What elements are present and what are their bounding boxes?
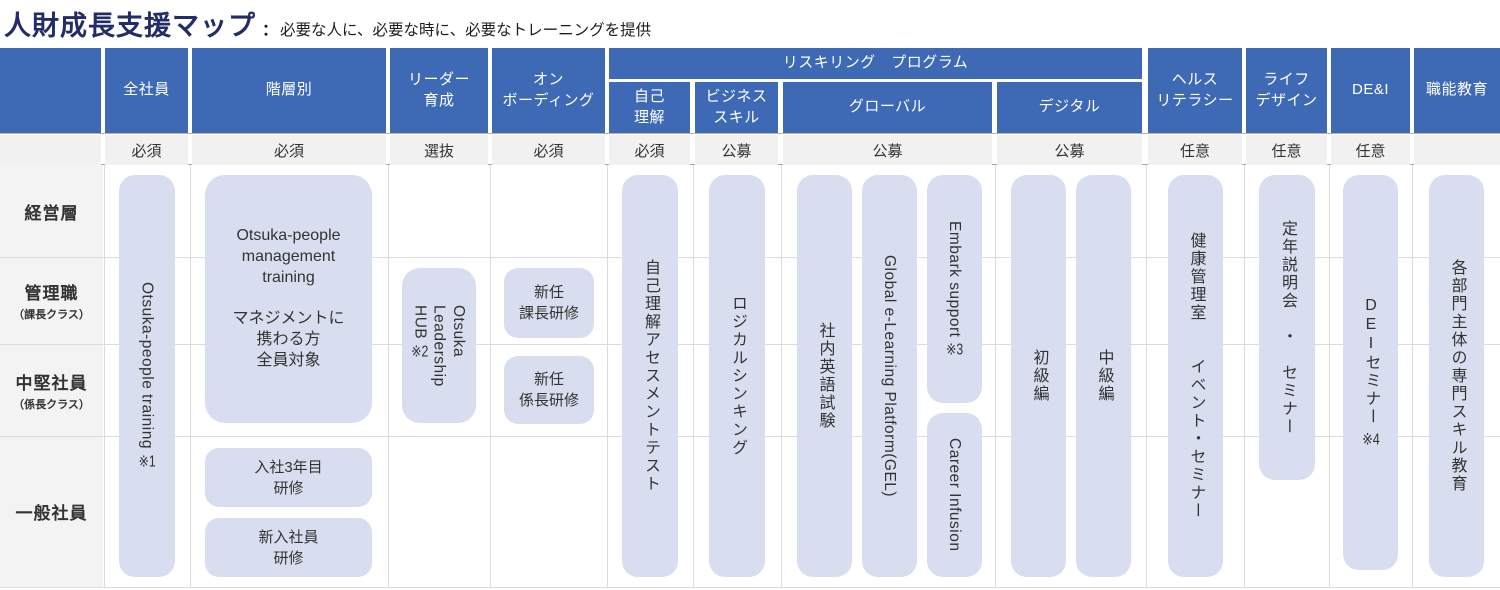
grid-line-horizontal [0, 587, 1500, 588]
box-otsuka-leadership-hub: Otsuka Leadership HUB ※2 [402, 268, 476, 423]
box-internal-english-test: 社内英語試験 [797, 175, 852, 577]
header-onboarding: オン ボーディング [492, 48, 605, 133]
grid-line-vertical [1412, 165, 1413, 587]
type-health-literacy: 任意 [1148, 135, 1242, 165]
type-dei: 任意 [1331, 135, 1410, 165]
header-reskilling-program: リスキリング プログラム [609, 48, 1142, 79]
page-title-separator: ： [262, 22, 279, 39]
box-self-understanding-assessment: 自己理解アセスメントテスト [622, 175, 678, 577]
row-label-general: 一般社員 [15, 504, 88, 523]
type-by-level: 必須 [192, 135, 386, 165]
box-logical-thinking: ロジカルシンキング [709, 175, 765, 577]
box-third-year-training: 入社3年目 研修 [205, 448, 372, 507]
type-blank [0, 135, 101, 165]
box-new-employee-training: 新入社員 研修 [205, 518, 372, 577]
grid-line-vertical [781, 165, 782, 587]
type-life-design: 任意 [1246, 135, 1327, 165]
type-self-understanding: 必須 [609, 135, 690, 165]
type-global: 公募 [783, 135, 992, 165]
row-label-managers: 管理職 （課長クラス） [13, 284, 90, 321]
page-title-main: 人財成長支援マップ [4, 11, 256, 41]
type-functional-education [1414, 135, 1500, 165]
grid-line-vertical [490, 165, 491, 587]
header-leader-development: リーダー 育成 [390, 48, 488, 133]
row-label-executives: 経営層 [24, 203, 79, 223]
header-self-understanding: 自己 理解 [609, 82, 690, 133]
header-health-literacy: ヘルス リテラシー [1148, 48, 1242, 133]
page-title: 人財成長支援マップ ： 必要な人に、必要な時に、必要なトレーニングを提供 [4, 4, 651, 43]
box-department-skill-education: 各部門主体の専門スキル教育 [1429, 175, 1484, 577]
box-otsuka-people-management-training: Otsuka-people management training マネジメント… [205, 175, 372, 423]
grid-line-vertical [693, 165, 694, 587]
type-onboarding: 必須 [492, 135, 605, 165]
header-business-skill: ビジネス スキル [695, 82, 778, 133]
header-functional-education: 職能教育 [1414, 48, 1500, 133]
note-4: ※4 [1362, 432, 1380, 449]
grid-line-vertical [190, 165, 191, 587]
type-leader-development: 選抜 [390, 135, 488, 165]
header-global: グローバル [783, 82, 992, 133]
row-label-mid-level: 中堅社員 （係長クラス） [13, 373, 90, 411]
header-dei: DE&I [1331, 48, 1410, 133]
type-all-employees: 必須 [105, 135, 188, 165]
grid-line-vertical [1329, 165, 1330, 587]
box-global-elearning-platform: Global e-Learning Platform(GEL) [862, 175, 917, 577]
header-life-design: ライフ デザイン [1246, 48, 1327, 133]
note-1: ※1 [138, 454, 156, 470]
box-otsuka-people-training: Otsuka-people training ※1 [119, 175, 175, 577]
header-digital: デジタル [997, 82, 1142, 133]
grid-line-vertical [388, 165, 389, 587]
type-digital: 公募 [997, 135, 1142, 165]
header-by-level: 階層別 [192, 48, 386, 133]
box-digital-intermediate: 中級編 [1076, 175, 1131, 577]
box-career-infusion: Career Infusion [927, 413, 982, 577]
box-retirement-seminar: 定年説明会 ・ セミナー [1259, 175, 1315, 480]
box-embark-support: Embark support ※3 [927, 175, 982, 403]
note-3: ※3 [946, 341, 964, 358]
box-digital-beginner: 初級編 [1011, 175, 1066, 577]
page-title-subtitle: 必要な人に、必要な時に、必要なトレーニングを提供 [280, 22, 652, 39]
header-corner-blank [0, 48, 101, 133]
box-health-management-office: 健康管理室 イベント・セミナー [1168, 175, 1223, 577]
row-label-column-background [0, 165, 103, 587]
grid-line-vertical [607, 165, 608, 587]
box-new-chief-training: 新任 係長研修 [504, 356, 594, 424]
type-business-skill: 公募 [695, 135, 778, 165]
grid-line-vertical [1244, 165, 1245, 587]
grid-line-vertical [995, 165, 996, 587]
box-new-section-manager-training: 新任 課長研修 [504, 268, 594, 338]
grid-line-vertical [1146, 165, 1147, 587]
grid-line-vertical [104, 165, 105, 587]
recruitment-type-row: 必須 必須 選抜 必須 必須 公募 公募 公募 任意 任意 任意 [0, 133, 1500, 165]
note-2: ※2 [411, 343, 429, 360]
box-dei-seminar: DEIセミナー ※4 [1343, 175, 1398, 570]
header-all-employees: 全社員 [105, 48, 188, 133]
